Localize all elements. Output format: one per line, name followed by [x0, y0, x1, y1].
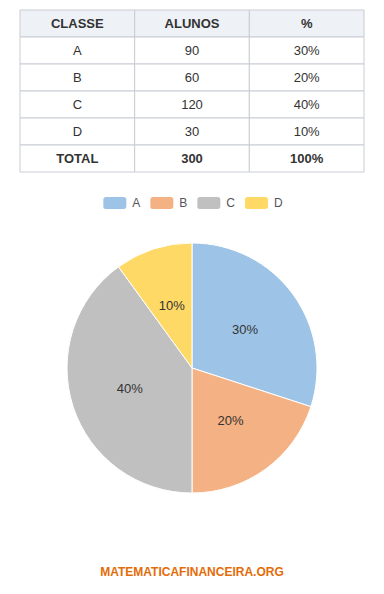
svg-text:ALUNOS: ALUNOS — [165, 16, 220, 31]
svg-text:D: D — [274, 196, 283, 210]
svg-text:60: 60 — [185, 70, 199, 85]
svg-text:MATEMATICAFINANCEIRA.ORG: MATEMATICAFINANCEIRA.ORG — [100, 565, 284, 579]
svg-text:10%: 10% — [159, 298, 185, 313]
svg-text:20%: 20% — [217, 413, 243, 428]
svg-text:B: B — [179, 196, 187, 210]
svg-text:40%: 40% — [294, 97, 320, 112]
svg-text:300: 300 — [181, 151, 203, 166]
svg-text:30%: 30% — [232, 322, 258, 337]
svg-text:30%: 30% — [294, 43, 320, 58]
svg-text:A: A — [73, 43, 82, 58]
svg-text:10%: 10% — [294, 124, 320, 139]
svg-text:30: 30 — [185, 124, 199, 139]
svg-text:CLASSE: CLASSE — [51, 16, 104, 31]
svg-text:100%: 100% — [290, 151, 324, 166]
svg-text:%: % — [301, 16, 313, 31]
svg-text:B: B — [73, 70, 82, 85]
svg-text:D: D — [73, 124, 82, 139]
svg-text:TOTAL: TOTAL — [56, 151, 98, 166]
svg-text:C: C — [226, 196, 235, 210]
svg-text:A: A — [132, 196, 140, 210]
svg-text:20%: 20% — [294, 70, 320, 85]
svg-text:40%: 40% — [117, 381, 143, 396]
svg-text:C: C — [73, 97, 82, 112]
svg-text:90: 90 — [185, 43, 199, 58]
svg-text:120: 120 — [181, 97, 203, 112]
